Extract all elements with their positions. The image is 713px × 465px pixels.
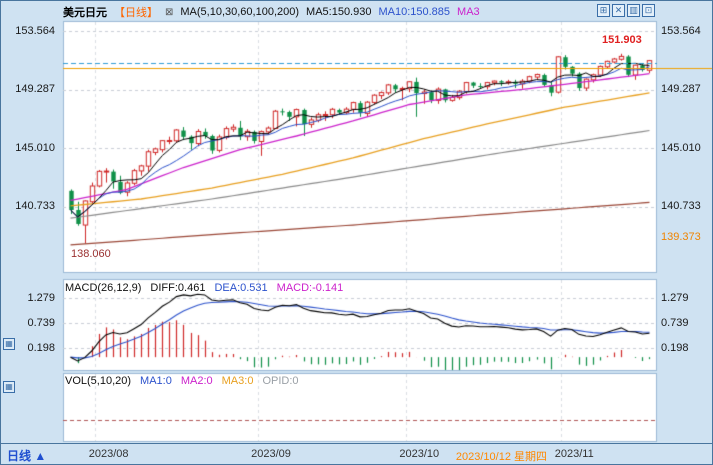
macd-hist-value: MACD:-0.141 xyxy=(276,282,344,294)
period-tag: 【日线】 xyxy=(114,7,158,19)
grid-icon[interactable]: ⊞ xyxy=(597,4,610,17)
macd-title: MACD(26,12,9) xyxy=(65,282,142,294)
ma30-value: MA3 xyxy=(457,6,480,18)
price-tick-left: 140.733 xyxy=(15,200,55,212)
price-tick-right: 153.564 xyxy=(661,25,701,37)
macd-panel-icon[interactable]: ▦ xyxy=(3,338,15,350)
vol-ma3-value: MA3:0 xyxy=(221,375,254,387)
macd-tick-left: 0.739 xyxy=(27,317,55,329)
ma10-value: MA10:150.885 xyxy=(378,6,451,18)
price-tick-right: 140.733 xyxy=(661,200,701,212)
vol-header: VOL(5,10,20) MA1:0 MA2:0 MA3:0 OPID:0 xyxy=(65,375,299,387)
macd-header: MACD(26,12,9) DIFF:0.461 DEA:0.531 MACD:… xyxy=(65,282,343,294)
ma5-value: MA5:150.930 xyxy=(306,6,372,18)
date-label: 2023/10 xyxy=(399,448,440,460)
low-price-label: 138.060 xyxy=(71,248,111,260)
date-label: 2023/11 xyxy=(554,448,594,460)
close-icon[interactable]: ✕ xyxy=(612,4,625,17)
price-tick-left: 153.564 xyxy=(15,25,55,37)
macd-tick-left: 1.279 xyxy=(27,292,55,304)
indicator-settings-icon[interactable]: ⊠ xyxy=(165,6,174,18)
date-label: 2023/08 xyxy=(88,448,129,460)
price-tick-right: 145.010 xyxy=(661,142,701,154)
price-tick-left: 145.010 xyxy=(15,142,55,154)
macd-diff-value: DIFF:0.461 xyxy=(150,282,206,294)
price-tick-orange: 139.373 xyxy=(661,231,701,243)
sort-up-icon: ▲ xyxy=(34,449,47,463)
bar-chart-icon[interactable]: ▥ xyxy=(627,4,640,17)
vol-title: VOL(5,10,20) xyxy=(65,375,132,387)
chart-toolbar: ⊞ ✕ ▥ ⊡ xyxy=(597,4,655,17)
macd-tick-right: 0.198 xyxy=(661,342,689,354)
period-selector-label: 日线 xyxy=(7,449,32,463)
expand-icon[interactable]: ⊡ xyxy=(642,4,655,17)
date-label: 2023/10/12 星期四 xyxy=(455,451,548,463)
macd-tick-left: 0.198 xyxy=(27,342,55,354)
price-tick-right: 149.287 xyxy=(661,83,701,95)
vol-ma1-value: MA1:0 xyxy=(140,375,172,387)
macd-tick-right: 0.739 xyxy=(661,317,689,329)
high-price-label: 151.903 xyxy=(602,34,642,46)
chart-header: 美元日元 【日线】 ⊠ MA(5,10,30,60,100,200) MA5:1… xyxy=(63,4,590,20)
price-tick-left: 149.287 xyxy=(15,83,55,95)
vol-panel-icon[interactable]: ▦ xyxy=(3,381,15,393)
macd-tick-right: 1.279 xyxy=(661,292,689,304)
ma-settings-label: MA(5,10,30,60,100,200) xyxy=(180,6,300,18)
vol-ma2-value: MA2:0 xyxy=(180,375,213,387)
symbol-name: 美元日元 xyxy=(63,7,107,19)
date-label: 2023/09 xyxy=(251,448,291,460)
macd-dea-value: DEA:0.531 xyxy=(214,282,268,294)
time-axis-bar[interactable]: 日线 ▲ 2023/08 2023/09 2023/10 2023/11 2023/10… xyxy=(1,443,712,464)
vol-opid-value: OPID:0 xyxy=(262,375,299,387)
period-selector[interactable]: 日线 ▲ xyxy=(7,447,46,464)
